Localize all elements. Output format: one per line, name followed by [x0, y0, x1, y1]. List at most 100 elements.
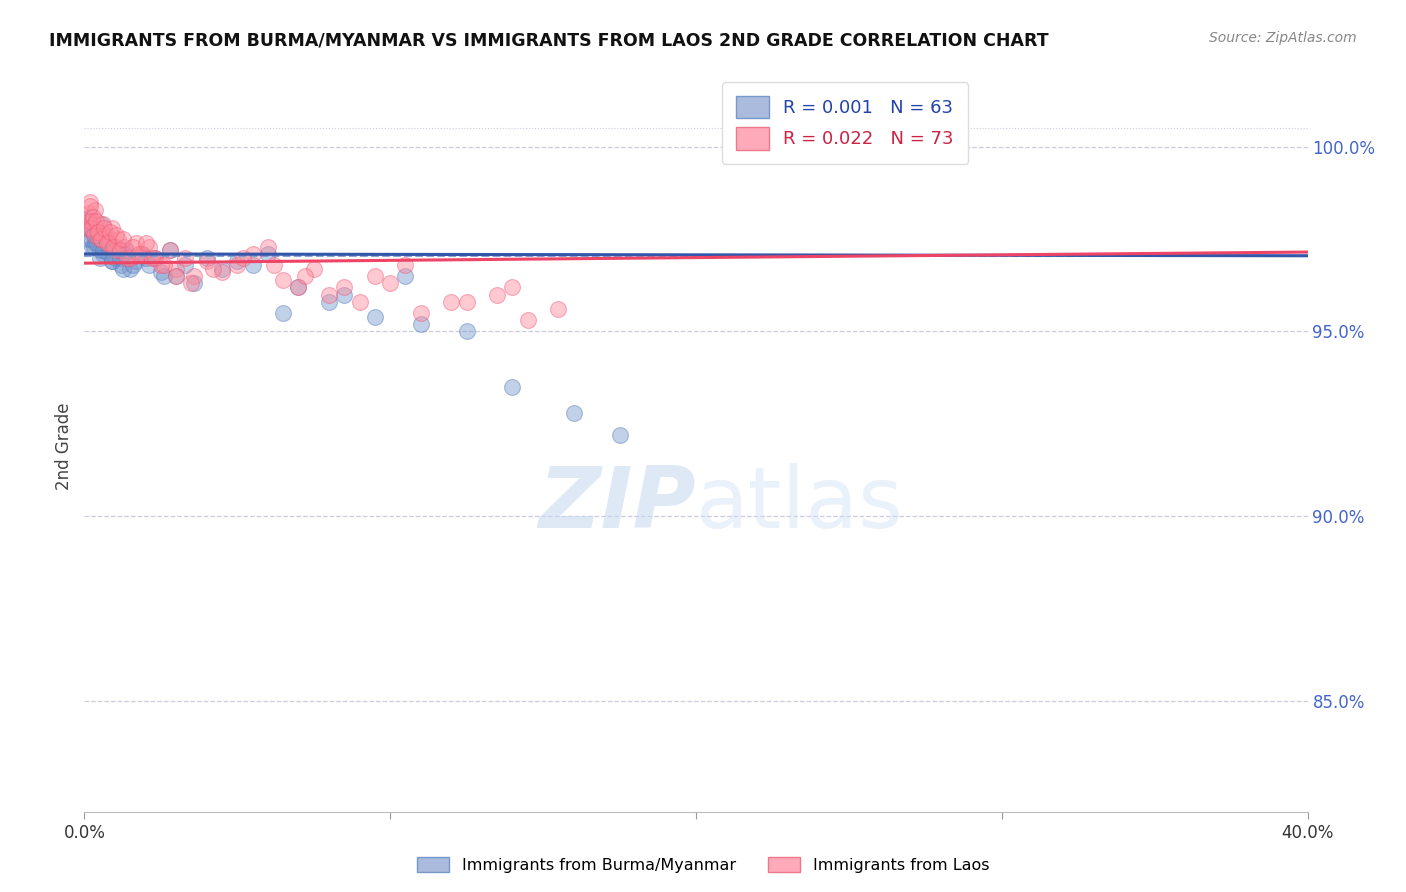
Point	[82, 210, 104, 224]
Point	[159, 244, 181, 258]
Point	[226, 258, 249, 272]
Point	[103, 239, 125, 253]
Point	[86, 225, 108, 239]
Point	[364, 268, 387, 283]
Point	[263, 258, 285, 272]
Point	[120, 251, 142, 265]
Point	[77, 206, 100, 220]
Point	[153, 258, 176, 272]
Point	[77, 213, 100, 227]
Point	[122, 239, 145, 253]
Point	[456, 294, 478, 309]
Point	[547, 302, 569, 317]
Point	[112, 247, 135, 261]
Point	[93, 228, 115, 243]
Point	[195, 254, 218, 268]
Point	[138, 258, 160, 272]
Point	[105, 239, 128, 253]
Point	[84, 202, 107, 217]
Point	[122, 258, 145, 272]
Point	[80, 239, 103, 253]
Point	[183, 268, 205, 283]
Point	[502, 380, 524, 394]
Text: Source: ZipAtlas.com: Source: ZipAtlas.com	[1209, 31, 1357, 45]
Text: IMMIGRANTS FROM BURMA/MYANMAR VS IMMIGRANTS FROM LAOS 2ND GRADE CORRELATION CHAR: IMMIGRANTS FROM BURMA/MYANMAR VS IMMIGRA…	[49, 31, 1049, 49]
Point	[333, 280, 356, 294]
Point	[114, 244, 136, 258]
Point	[349, 294, 371, 309]
Point	[174, 258, 197, 272]
Point	[80, 221, 103, 235]
Point	[211, 261, 233, 276]
Point	[153, 268, 176, 283]
Point	[79, 199, 101, 213]
Point	[516, 313, 538, 327]
Point	[143, 251, 166, 265]
Point	[96, 235, 118, 250]
Point	[83, 218, 105, 232]
Point	[105, 228, 128, 243]
Point	[232, 251, 254, 265]
Point	[83, 228, 105, 243]
Point	[333, 287, 356, 301]
Point	[318, 287, 340, 301]
Point	[107, 232, 129, 246]
Point	[271, 306, 294, 320]
Point	[394, 268, 416, 283]
Point	[165, 268, 187, 283]
Point	[101, 254, 124, 268]
Point	[86, 225, 108, 239]
Point	[101, 221, 124, 235]
Point	[165, 261, 187, 276]
Point	[294, 268, 316, 283]
Point	[94, 235, 117, 250]
Point	[131, 247, 153, 261]
Point	[111, 232, 134, 246]
Point	[125, 235, 148, 250]
Text: ZIP: ZIP	[538, 463, 696, 546]
Point	[201, 261, 224, 276]
Point	[84, 213, 107, 227]
Point	[141, 251, 163, 265]
Point	[108, 244, 131, 258]
Point	[76, 232, 98, 246]
Point	[318, 294, 340, 309]
Point	[107, 244, 129, 258]
Point	[112, 239, 135, 253]
Point	[104, 251, 127, 265]
Point	[149, 258, 172, 272]
Point	[257, 239, 280, 253]
Point	[486, 287, 509, 301]
Point	[180, 277, 202, 291]
Point	[242, 247, 264, 261]
Point	[409, 317, 432, 331]
Point	[77, 221, 100, 235]
Point	[149, 265, 172, 279]
Point	[80, 232, 103, 246]
Point	[77, 221, 100, 235]
Point	[287, 280, 309, 294]
Point	[86, 235, 108, 250]
Point	[135, 251, 157, 265]
Point	[79, 195, 101, 210]
Point	[96, 232, 118, 246]
Point	[90, 218, 112, 232]
Point	[108, 251, 131, 265]
Point	[79, 210, 101, 224]
Point	[97, 235, 120, 250]
Point	[562, 406, 585, 420]
Point	[287, 280, 309, 294]
Point	[90, 232, 112, 246]
Point	[128, 247, 150, 261]
Point	[609, 428, 631, 442]
Legend: Immigrants from Burma/Myanmar, Immigrants from Laos: Immigrants from Burma/Myanmar, Immigrant…	[411, 851, 995, 880]
Point	[135, 235, 157, 250]
Point	[84, 228, 107, 243]
Point	[82, 225, 104, 239]
Point	[380, 277, 402, 291]
Point	[183, 277, 205, 291]
Point	[502, 280, 524, 294]
Point	[83, 228, 105, 243]
Point	[91, 218, 114, 232]
Point	[110, 258, 132, 272]
